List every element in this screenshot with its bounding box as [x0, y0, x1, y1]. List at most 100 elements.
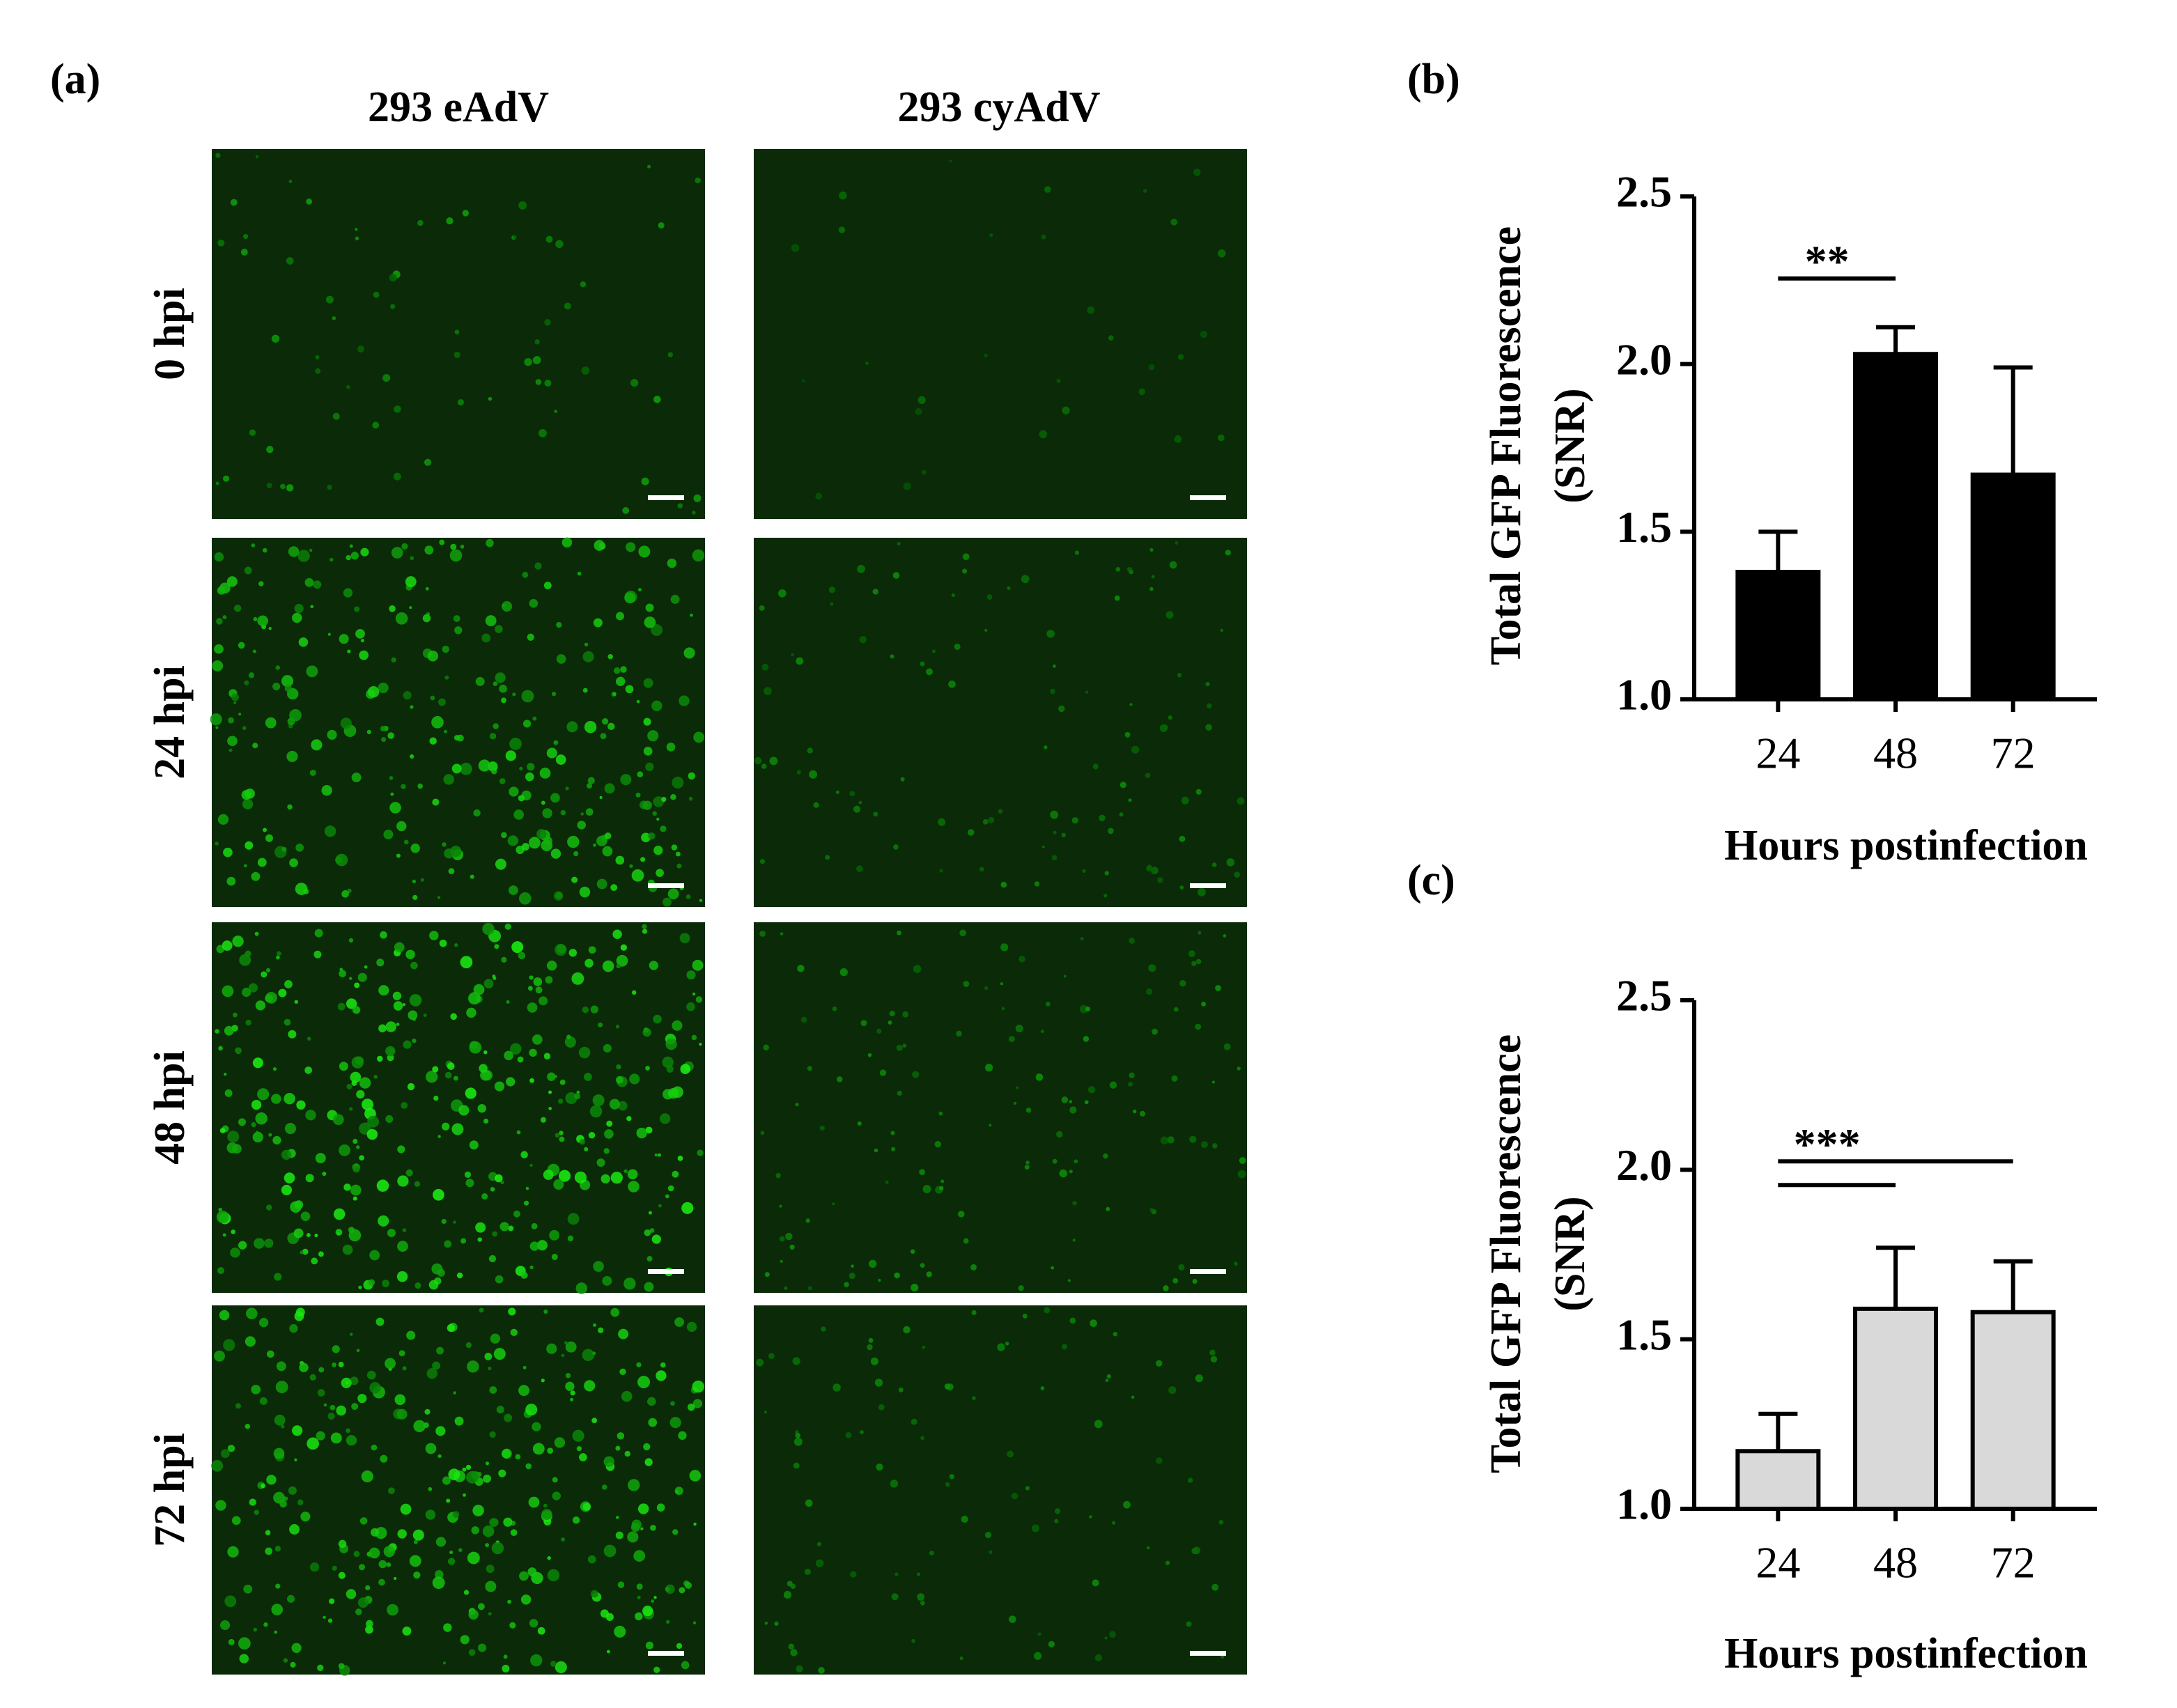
cell: [1165, 1560, 1170, 1565]
cell: [795, 1433, 800, 1438]
cell: [254, 1509, 260, 1515]
cell: [1150, 867, 1159, 875]
cell: [1195, 789, 1202, 795]
cell: [372, 421, 380, 429]
cell: [217, 239, 225, 247]
cell: [509, 737, 522, 750]
cell: [409, 606, 412, 610]
cell: [275, 1381, 288, 1394]
cell: [431, 716, 444, 729]
cell: [485, 615, 497, 627]
cell: [518, 201, 527, 210]
cell: [537, 1627, 545, 1635]
cell: [679, 933, 690, 944]
cell: [223, 475, 230, 482]
cell: [761, 763, 767, 769]
cell: [652, 811, 657, 816]
cell: [571, 972, 584, 985]
cell: [640, 1527, 644, 1530]
cell: [625, 685, 634, 694]
cell: [902, 1011, 909, 1018]
cell: [561, 537, 573, 548]
cell: [1018, 955, 1025, 963]
cell: [330, 1432, 342, 1444]
cell: [1072, 1201, 1077, 1206]
cell: [618, 1328, 629, 1340]
cell: [439, 939, 447, 947]
cell: [350, 1376, 359, 1385]
cell: [413, 1571, 421, 1579]
cell: [1156, 1360, 1163, 1367]
cell: [534, 562, 542, 570]
cell: [385, 1046, 396, 1057]
cell: [857, 564, 865, 573]
cell: [1112, 1521, 1116, 1525]
cell: [1172, 1278, 1179, 1284]
cell: [435, 1537, 447, 1547]
cell: [565, 786, 569, 791]
cell: [437, 896, 441, 899]
cell: [850, 1571, 857, 1578]
cell: [529, 1241, 539, 1251]
cell: [294, 1458, 297, 1461]
cell: [519, 766, 523, 770]
cell: [242, 726, 247, 731]
cell: [216, 1211, 229, 1223]
cell: [628, 1479, 640, 1491]
cell: [1157, 877, 1163, 883]
cell: [450, 543, 457, 550]
cell: [245, 841, 254, 850]
cell: [599, 795, 603, 799]
cell: [598, 1022, 603, 1027]
cell: [641, 477, 649, 486]
cell: [373, 1075, 378, 1079]
cell: [214, 1350, 225, 1362]
cell: [448, 868, 455, 875]
cell: [1025, 1486, 1030, 1491]
cell: [642, 800, 652, 810]
cell: [472, 1505, 484, 1516]
cell: [556, 654, 566, 664]
cell: [593, 843, 596, 847]
cell: [651, 624, 663, 637]
cell: [351, 1403, 359, 1411]
cell: [471, 1526, 479, 1535]
cell: [381, 737, 387, 743]
cell: [677, 1156, 683, 1161]
cell: [876, 1028, 882, 1034]
cell: [604, 783, 615, 794]
x-axis-label: Hours postinfection: [1724, 822, 2088, 869]
cell: [357, 1597, 369, 1608]
cell: [323, 1615, 326, 1620]
cell: [623, 1169, 628, 1174]
cell: [659, 1113, 671, 1124]
cell: [522, 571, 529, 578]
cell: [460, 1635, 470, 1645]
cell: [959, 929, 966, 937]
cell: [302, 1248, 309, 1255]
cell: [245, 1019, 251, 1026]
cell: [218, 1046, 223, 1051]
cell: [215, 841, 219, 846]
cell: [500, 1181, 504, 1185]
cell: [406, 1330, 416, 1340]
cell: [1103, 894, 1108, 898]
cell: [407, 1082, 415, 1091]
cell: [890, 1131, 895, 1135]
cell: [541, 800, 545, 805]
cell: [460, 763, 472, 775]
cell: [1191, 961, 1197, 966]
cell: [442, 645, 449, 653]
cell: [667, 1185, 674, 1192]
cell: [223, 1339, 235, 1351]
cell: [903, 482, 911, 490]
cell: [660, 1362, 666, 1368]
cell: [235, 1403, 242, 1409]
cell: [805, 1499, 813, 1507]
cell: [637, 588, 642, 592]
cell: [783, 1590, 792, 1599]
cell: [903, 1326, 911, 1334]
cell: [380, 931, 387, 939]
cell: [934, 1140, 942, 1148]
